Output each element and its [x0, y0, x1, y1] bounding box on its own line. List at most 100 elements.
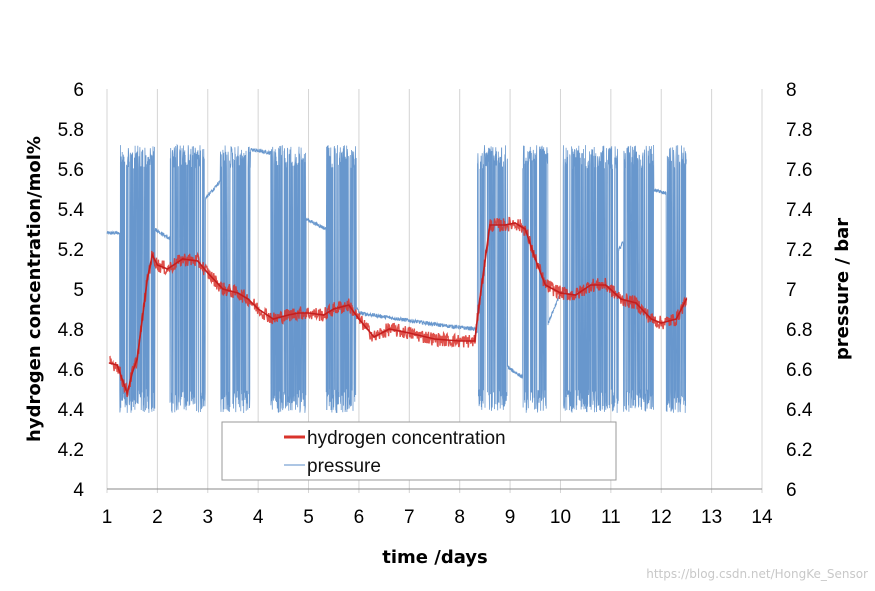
x-tick-11: 11 — [601, 507, 621, 528]
hydrogen-point — [126, 392, 128, 394]
x-tick-9: 9 — [505, 507, 516, 528]
y-right-tick-7.4: 7.4 — [786, 200, 813, 221]
y-right-tick-6.4: 6.4 — [786, 400, 813, 421]
hydrogen-point — [136, 358, 138, 360]
hydrogen-point — [151, 254, 154, 256]
watermark: https://blog.csdn.net/HongKe_Sensor — [646, 567, 868, 581]
hydrogen-point — [121, 378, 123, 380]
pressure-series — [106, 143, 687, 414]
hydrogen-point — [297, 312, 300, 314]
hydrogen-point — [685, 298, 688, 300]
right-y-tick-labels: 6 6.2 6.4 6.6 6.8 7 7.2 7.4 7.6 7.8 8 — [786, 80, 813, 501]
hydrogen-point — [504, 224, 506, 226]
x-tick-6: 6 — [354, 507, 365, 528]
hydrogen-point — [635, 302, 637, 304]
hydrogen-point — [574, 294, 577, 296]
x-tick-5: 5 — [303, 507, 314, 528]
x-tick-labels: 1 2 3 4 5 6 7 8 9 10 11 12 13 14 — [102, 507, 773, 528]
hydrogen-point — [287, 314, 290, 316]
y-right-tick-7.8: 7.8 — [786, 120, 812, 141]
legend-label-hydrogen: hydrogen concentration — [307, 428, 506, 449]
y-left-tick-5: 5 — [73, 280, 84, 301]
hydrogen-point — [534, 258, 537, 260]
hydrogen-noise-band — [109, 216, 688, 398]
right-y-axis-title: pressure / bar — [832, 218, 853, 360]
hydrogen-point — [620, 298, 622, 300]
hydrogen-concentration-series — [108, 216, 688, 398]
hydrogen-point — [222, 288, 224, 290]
y-right-tick-6: 6 — [786, 480, 797, 501]
legend-box — [221, 421, 617, 481]
y-right-tick-6.6: 6.6 — [786, 360, 812, 381]
x-tick-8: 8 — [454, 507, 465, 528]
hydrogen-point — [408, 332, 411, 334]
hydrogen-point — [479, 298, 481, 300]
x-axis-title: time /days — [382, 547, 488, 568]
y-left-tick-5.8: 5.8 — [58, 120, 84, 141]
y-right-tick-8: 8 — [786, 80, 797, 101]
left-y-axis-title: hydrogen concentration/mol% — [24, 136, 45, 442]
hydrogen-point — [272, 318, 275, 320]
hydrogen-point — [196, 260, 199, 262]
y-right-tick-6.8: 6.8 — [786, 320, 812, 341]
x-tick-4: 4 — [253, 507, 264, 528]
hydrogen-point — [650, 318, 652, 320]
hydrogen-point — [332, 308, 335, 310]
x-tick-14: 14 — [751, 507, 773, 528]
y-left-tick-4.6: 4.6 — [58, 360, 84, 381]
y-left-tick-4.8: 4.8 — [58, 320, 84, 341]
hydrogen-point — [433, 338, 436, 340]
hydrogen-point — [605, 284, 607, 286]
hydrogen-point — [257, 308, 260, 310]
y-left-tick-4.2: 4.2 — [58, 440, 84, 461]
hydrogen-point — [524, 228, 526, 230]
hydrogen-point — [559, 292, 562, 294]
x-tick-10: 10 — [550, 507, 571, 528]
hydrogen-point — [141, 318, 144, 320]
legend-label-pressure: pressure — [307, 456, 381, 477]
hydrogen-point — [348, 304, 350, 306]
x-tick-7: 7 — [404, 507, 415, 528]
hydrogen-point — [207, 272, 209, 274]
y-left-tick-5.4: 5.4 — [58, 200, 85, 221]
y-right-tick-7.6: 7.6 — [786, 160, 812, 181]
hydrogen-point — [146, 278, 149, 280]
hydrogen-point — [307, 312, 310, 314]
y-right-tick-7.2: 7.2 — [786, 240, 812, 261]
hydrogen-point — [458, 340, 461, 342]
hydrogen-point — [514, 222, 516, 224]
y-left-tick-6: 6 — [73, 80, 84, 101]
y-left-tick-5.6: 5.6 — [58, 160, 84, 181]
x-tick-1: 1 — [102, 507, 113, 528]
hydrogen-point — [247, 298, 249, 300]
hydrogen-point — [156, 264, 159, 266]
hydrogen-point — [675, 318, 678, 320]
legend: hydrogen concentration pressure — [221, 421, 617, 481]
y-left-tick-4.4: 4.4 — [58, 400, 85, 421]
x-tick-12: 12 — [651, 507, 672, 528]
x-tick-3: 3 — [202, 507, 213, 528]
pressure-line — [106, 143, 687, 414]
y-right-tick-6.2: 6.2 — [786, 440, 812, 461]
hydrogen-point — [589, 284, 592, 286]
hydrogen-point — [489, 224, 491, 226]
hydrogen-point — [108, 362, 111, 364]
x-tick-13: 13 — [701, 507, 722, 528]
hydrogen-point — [544, 284, 547, 286]
left-y-tick-labels: 4 4.2 4.4 4.6 4.8 5 5.2 5.4 5.6 5.8 6 — [58, 80, 85, 501]
y-right-tick-7: 7 — [786, 280, 797, 301]
y-left-tick-4: 4 — [73, 480, 84, 501]
hydrogen-point — [181, 258, 184, 260]
hydrogen-point — [116, 364, 118, 366]
hydrogen-point — [388, 328, 391, 330]
hydrogen-point — [474, 340, 476, 342]
hydrogen-point — [322, 314, 325, 316]
x-tick-2: 2 — [152, 507, 163, 528]
hydrogen-point — [166, 268, 169, 270]
hydrogen-point — [358, 318, 360, 320]
hydrogen-point — [237, 292, 239, 294]
hydrogen-point — [131, 372, 133, 374]
hydrogen-point — [660, 322, 662, 324]
hydrogen-point — [373, 336, 375, 338]
